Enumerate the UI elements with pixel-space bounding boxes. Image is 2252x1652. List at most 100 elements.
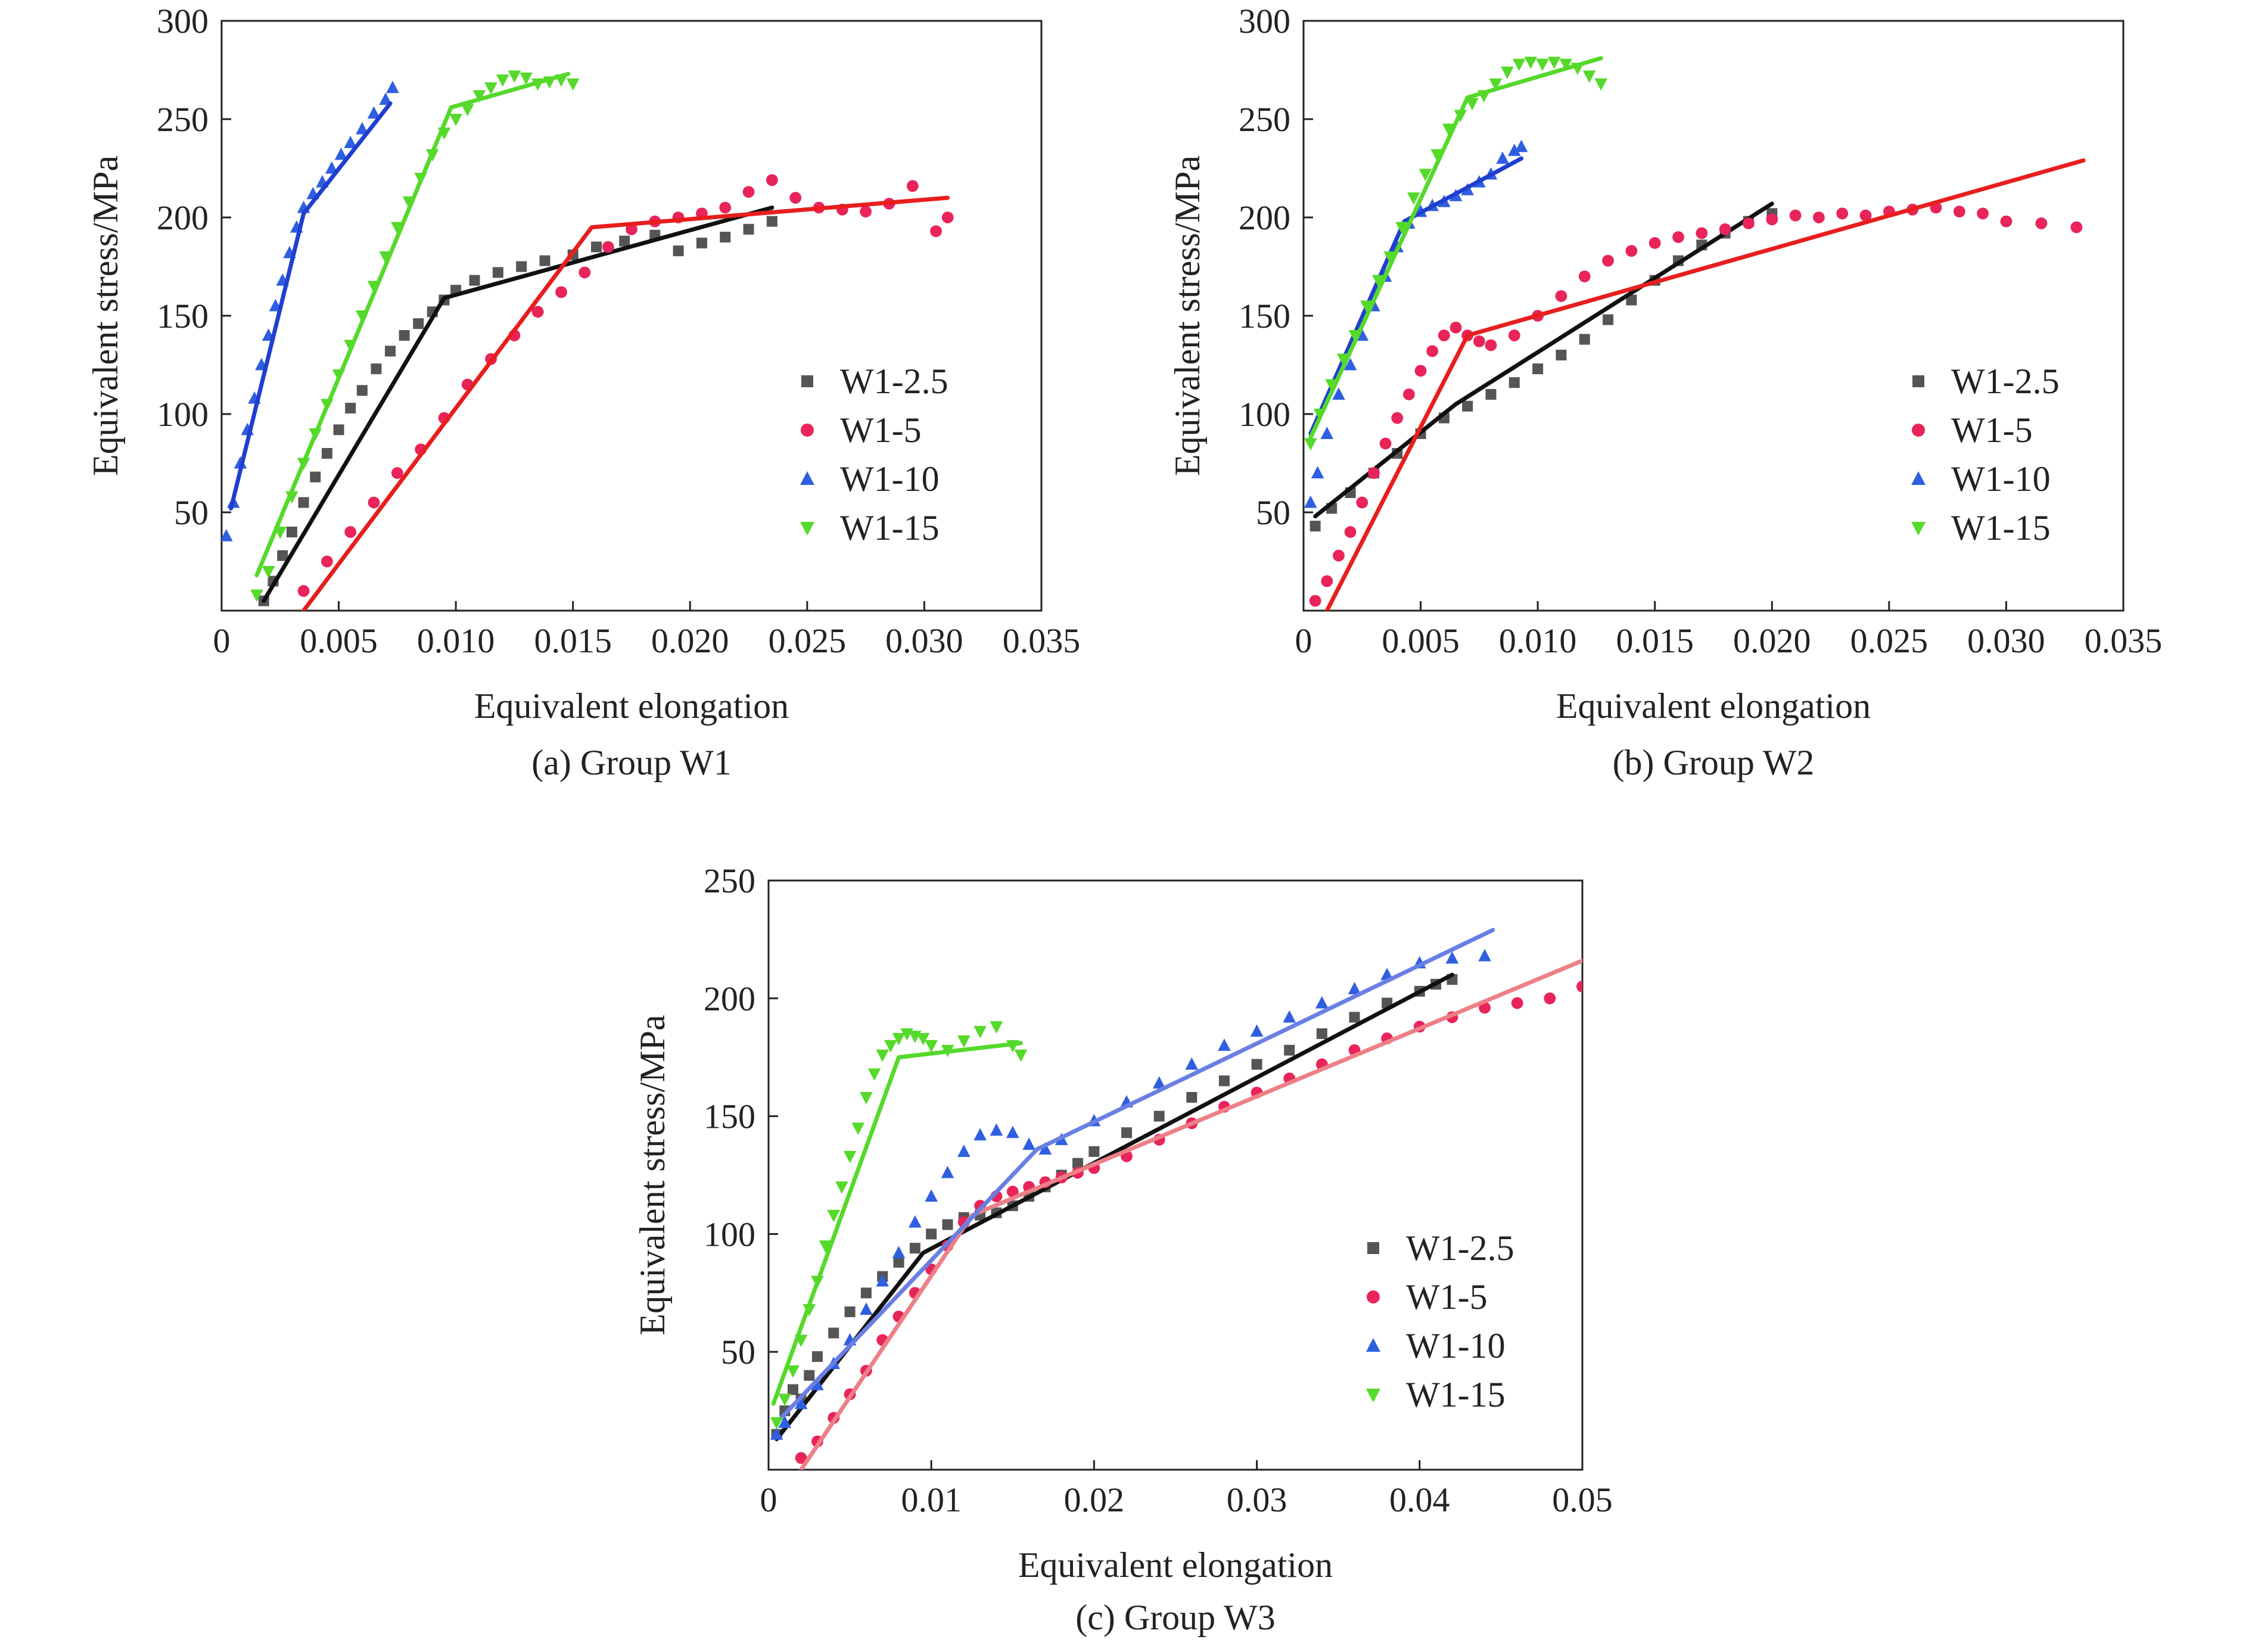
legend-label: W1-5 <box>840 410 922 450</box>
x-tick-label: 0.005 <box>300 621 378 660</box>
y-tick-label: 50 <box>721 1333 755 1371</box>
data-point <box>828 1327 839 1339</box>
data-point <box>1478 948 1491 962</box>
x-tick-label: 0 <box>1295 621 1312 660</box>
fit-line <box>1308 56 1603 440</box>
x-axis-title: Equivalent elongation <box>474 686 789 726</box>
data-point <box>860 1091 873 1105</box>
data-point <box>1006 1125 1019 1138</box>
x-tick-label: 0.035 <box>1003 621 1081 660</box>
data-point <box>1836 207 1849 220</box>
data-point <box>1953 206 1965 217</box>
data-point <box>1473 335 1485 347</box>
series-W1-15 <box>1304 56 1608 451</box>
y-tick-label: 150 <box>157 297 209 335</box>
x-tick-label: 0 <box>760 1480 777 1519</box>
data-point <box>835 1181 848 1194</box>
data-point <box>973 1026 987 1038</box>
data-point <box>286 527 297 537</box>
data-point <box>1603 314 1614 325</box>
data-point <box>876 1049 889 1062</box>
data-point <box>1414 365 1427 377</box>
data-point <box>1672 231 1684 243</box>
data-point <box>1813 211 1825 223</box>
data-point <box>1466 98 1479 111</box>
data-point <box>1579 334 1590 345</box>
data-point <box>413 318 424 329</box>
data-point <box>222 528 233 542</box>
panel-caption: (c) Group W3 <box>1075 1598 1275 1637</box>
y-axis-title: Equivalent stress/MPa <box>633 1015 672 1335</box>
data-point <box>941 1165 954 1178</box>
data-point <box>1559 58 1573 71</box>
data-point <box>1544 992 1556 1004</box>
data-point <box>925 1040 938 1053</box>
data-point <box>371 363 382 375</box>
data-point <box>321 448 332 459</box>
data-point <box>893 1256 904 1268</box>
data-point <box>720 232 731 242</box>
fit-line <box>262 206 774 603</box>
legend-marker <box>1912 375 1924 387</box>
x-tick-label: 0.015 <box>1616 621 1694 660</box>
data-point <box>1512 58 1526 71</box>
data-point <box>811 1377 824 1390</box>
data-point <box>696 237 707 248</box>
legend-marker <box>1911 522 1926 536</box>
data-point <box>1426 345 1439 357</box>
series-W1-5 <box>1309 158 2086 611</box>
series-W1-2.5 <box>771 972 1458 1442</box>
legend-marker <box>1366 1389 1380 1402</box>
data-point <box>770 1427 783 1440</box>
y-tick-label: 50 <box>1256 493 1290 532</box>
chart-panel-3: 0 0.01 0.02 0.03 0.04 0.05 50 100 150 200 250 Equiv… <box>633 861 1613 1637</box>
data-point <box>1152 1076 1166 1089</box>
data-point <box>539 255 550 266</box>
data-point <box>1283 1010 1296 1023</box>
data-point <box>344 135 357 148</box>
legend-marker <box>801 424 814 437</box>
series-W1-10 <box>770 928 1495 1440</box>
data-point <box>860 206 872 217</box>
legend-marker <box>1912 424 1925 437</box>
data-point <box>1489 78 1503 91</box>
data-point <box>1333 549 1345 562</box>
data-point <box>1485 339 1497 351</box>
legend-label: W1-2.5 <box>1951 362 2060 401</box>
x-tick-label: 0.035 <box>2085 621 2163 660</box>
data-point <box>1594 78 1608 91</box>
data-point <box>1038 1142 1052 1155</box>
data-point <box>867 1068 881 1081</box>
x-tick-label: 0 <box>213 621 231 660</box>
data-point <box>1438 329 1450 341</box>
legend-marker <box>800 471 814 485</box>
data-point <box>973 1128 987 1141</box>
legend-label: W1-2.5 <box>840 362 948 401</box>
data-point <box>1311 466 1324 478</box>
data-point <box>385 346 396 357</box>
fit-line <box>229 101 393 511</box>
legend-marker <box>1367 1290 1380 1303</box>
data-point <box>2035 217 2048 229</box>
data-point <box>1088 1146 1100 1157</box>
series-W1-5 <box>297 174 954 611</box>
data-point <box>778 1415 792 1428</box>
data-point <box>250 589 263 602</box>
chart-panel-1: 0 0.005 0.010 0.015 0.020 0.025 0.030 0.035 50 10… <box>86 2 1080 782</box>
y-tick-label: 200 <box>1239 198 1290 237</box>
data-point <box>1185 1057 1199 1070</box>
legend-label: W1-15 <box>1951 508 2051 547</box>
series-W1-2.5 <box>258 206 777 606</box>
data-point <box>811 1351 823 1362</box>
data-point <box>925 1189 938 1202</box>
y-tick-label: 200 <box>157 198 209 237</box>
data-point <box>909 1243 920 1254</box>
data-point <box>1391 412 1404 424</box>
data-point <box>321 555 333 568</box>
plot-area <box>1304 56 2086 611</box>
fit-line <box>774 972 1454 1442</box>
y-tick-label: 150 <box>704 1097 755 1136</box>
data-point <box>804 1370 815 1381</box>
legend-label: W1-5 <box>1951 410 2033 450</box>
fit-line <box>254 71 571 578</box>
